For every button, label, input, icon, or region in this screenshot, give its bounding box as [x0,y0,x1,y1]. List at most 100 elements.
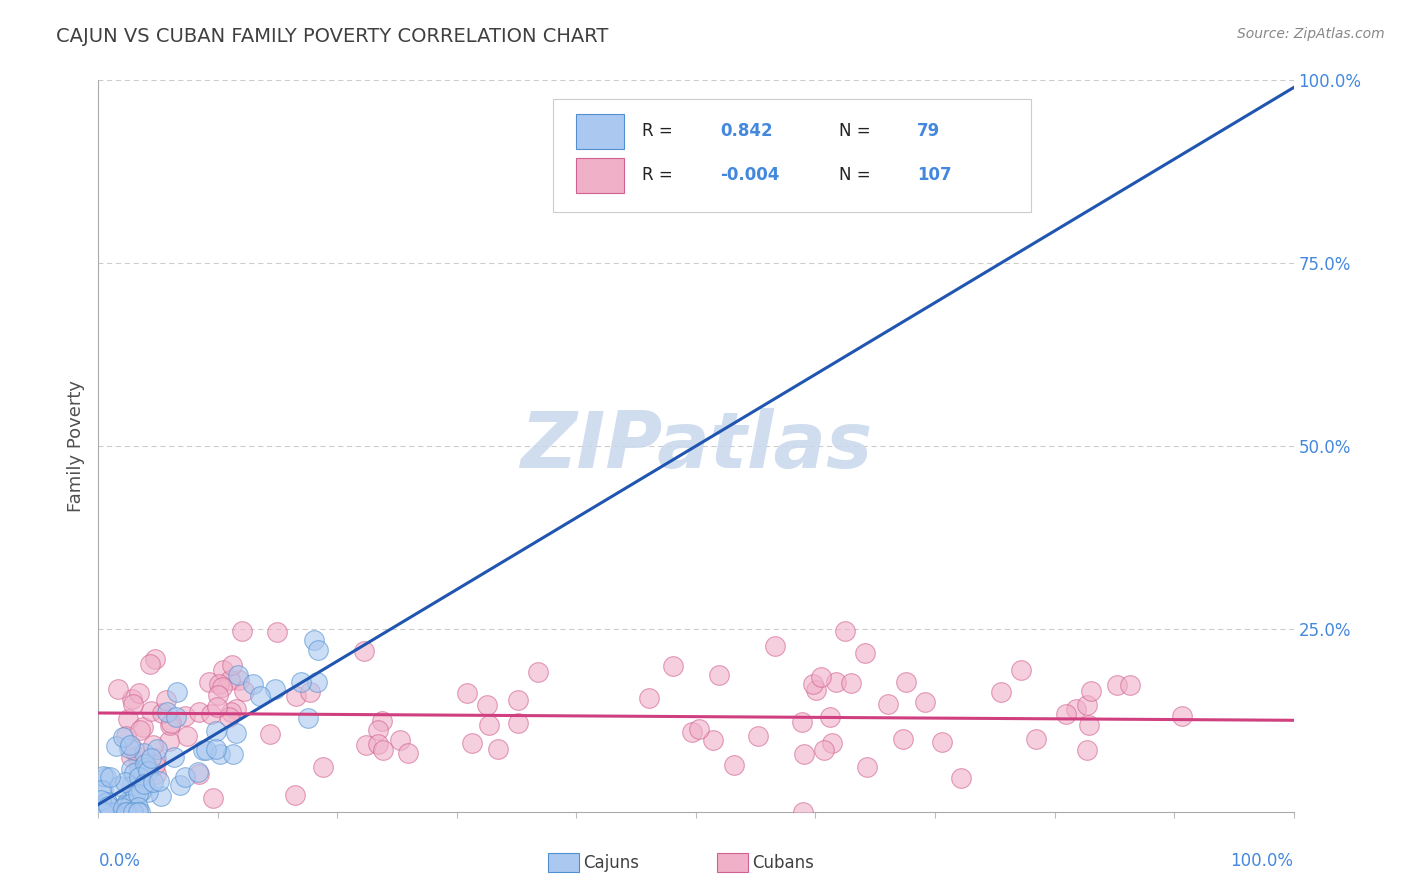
Point [221,705,243,719]
Point [91,783,114,797]
Point [1076,698,1098,713]
Point [200,706,222,721]
Point [855,760,877,774]
Point [1105,678,1128,692]
Text: CAJUN VS CUBAN FAMILY POVERTY CORRELATION CHART: CAJUN VS CUBAN FAMILY POVERTY CORRELATIO… [56,27,609,45]
Point [136,764,159,778]
Text: Cubans: Cubans [752,854,814,871]
Point [396,746,419,760]
Point [266,625,288,640]
Point [242,677,264,691]
Point [1010,663,1032,677]
Point [120,738,142,752]
Point [157,733,180,747]
Point [156,705,179,719]
Point [681,725,703,739]
Point [259,727,281,741]
Point [1076,743,1098,757]
Point [127,805,149,819]
Point [107,682,129,697]
Point [120,779,142,793]
Point [115,805,138,819]
Point [128,763,150,777]
Point [662,658,685,673]
Point [233,684,256,698]
Point [297,711,319,725]
Point [1054,706,1077,721]
Point [806,683,828,698]
Point [165,710,187,724]
Point [877,697,900,711]
Point [114,805,136,819]
Point [105,805,128,819]
Point [114,798,136,813]
Point [225,701,247,715]
Point [205,742,228,756]
Point [155,693,177,707]
Point [353,644,375,658]
Point [148,774,170,789]
Point [264,681,287,696]
Point [302,633,325,648]
Point [127,787,149,801]
Point [124,743,146,757]
Point [138,657,160,672]
Point [145,767,167,781]
Point [146,741,169,756]
Point [204,724,226,739]
Point [723,758,745,772]
Text: 79: 79 [917,122,941,140]
FancyBboxPatch shape [576,158,624,193]
Text: 0.842: 0.842 [720,122,772,140]
Point [143,651,166,665]
Text: 100.0%: 100.0% [1230,852,1294,870]
Point [891,732,914,747]
Point [142,738,165,752]
Point [142,774,165,789]
Point [839,676,862,690]
Point [91,769,114,783]
Point [114,774,136,789]
Point [124,788,146,802]
Point [141,705,163,719]
Point [159,718,181,732]
Point [208,677,231,691]
Point [914,695,936,709]
Point [115,795,138,809]
Point [218,710,240,724]
Point [169,778,191,792]
Point [129,784,152,798]
Point [475,698,498,712]
Point [221,658,243,673]
Point [813,742,835,756]
Point [793,747,815,761]
Point [688,722,710,736]
Point [187,767,209,781]
Point [226,668,249,682]
Text: 107: 107 [917,167,952,185]
Text: R =: R = [643,122,678,140]
Point [834,624,856,638]
Point [112,801,135,815]
Point [284,788,307,802]
FancyBboxPatch shape [576,114,624,149]
Point [228,673,250,687]
Point [97,799,120,814]
FancyBboxPatch shape [553,99,1031,212]
Point [98,805,121,819]
Point [141,751,163,765]
Point [129,805,152,819]
Point [201,791,224,805]
Point [218,673,240,688]
Point [98,805,121,819]
Point [118,741,141,756]
Point [143,758,166,772]
Point [290,675,312,690]
Text: ZIPatlas: ZIPatlas [520,408,872,484]
Point [134,757,156,772]
Point [307,643,329,657]
Point [478,718,501,732]
Point [1171,708,1194,723]
Point [96,795,118,809]
Point [354,738,377,752]
